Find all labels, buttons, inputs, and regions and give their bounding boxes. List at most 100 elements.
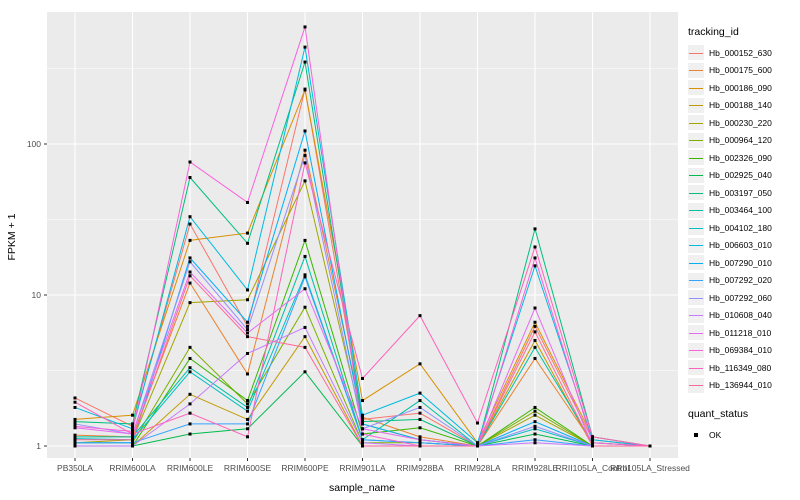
data-point xyxy=(131,435,134,439)
data-point xyxy=(533,405,537,409)
data-point xyxy=(533,306,537,310)
legend-item-label: Hb_010608_040 xyxy=(709,310,772,321)
x-axis-title: sample_name xyxy=(329,482,395,494)
x-tick-label: RRIM600PE xyxy=(281,463,329,473)
legend-line xyxy=(689,192,703,194)
legend-item-Hb_069384_010: Hb_069384_010 xyxy=(688,342,798,360)
legend-item-label: Hb_000152_630 xyxy=(709,47,772,58)
data-point xyxy=(246,422,249,426)
legend-line-swatch xyxy=(688,132,704,148)
data-point xyxy=(303,275,307,279)
data-point xyxy=(246,427,249,431)
data-point xyxy=(246,399,249,403)
legend-line-swatch xyxy=(688,360,704,376)
data-point xyxy=(418,411,422,415)
legend-line-swatch xyxy=(688,167,704,183)
legend-item-label: Hb_000186_090 xyxy=(709,82,772,93)
legend-line-swatch xyxy=(688,202,704,218)
legend-item-Hb_007292_020: Hb_007292_020 xyxy=(688,272,798,290)
data-point xyxy=(533,324,537,328)
data-point xyxy=(73,417,77,421)
legend: tracking_id Hb_000152_630 Hb_000175_600 Hb… xyxy=(688,26,798,444)
data-point xyxy=(533,427,537,431)
data-point xyxy=(303,325,307,329)
legend-item-label: Hb_003197_050 xyxy=(709,187,772,198)
data-point xyxy=(418,399,422,403)
legend-line xyxy=(689,385,703,387)
legend-line-swatch xyxy=(688,237,704,253)
data-point xyxy=(188,402,192,406)
data-point xyxy=(418,444,422,448)
data-point xyxy=(303,161,307,165)
data-point xyxy=(418,435,422,439)
data-point xyxy=(246,324,249,328)
legend-line-swatch xyxy=(688,150,704,166)
data-point xyxy=(533,227,537,231)
data-point xyxy=(361,399,364,403)
data-point xyxy=(533,432,537,436)
data-point xyxy=(246,320,249,324)
data-point xyxy=(648,444,652,448)
data-point xyxy=(303,238,307,242)
legend-item-label: Hb_002925_040 xyxy=(709,170,772,181)
legend-line-swatch xyxy=(688,307,704,323)
legend-item-Hb_000188_140: Hb_000188_140 xyxy=(688,97,798,115)
legend-line xyxy=(689,70,703,72)
legend-line xyxy=(689,140,703,142)
data-point xyxy=(303,129,307,133)
legend-item-Hb_000152_630: Hb_000152_630 xyxy=(688,44,798,62)
data-point xyxy=(303,148,307,152)
data-point xyxy=(246,435,249,439)
data-point xyxy=(533,409,537,413)
data-point xyxy=(188,422,192,426)
x-tick-label: RRIM600SE xyxy=(224,463,272,473)
data-point xyxy=(73,433,77,437)
data-point xyxy=(533,424,537,428)
legend-item-Hb_002925_040: Hb_002925_040 xyxy=(688,167,798,185)
data-point xyxy=(533,345,537,349)
x-tick-label: RRIM928LA xyxy=(454,463,501,473)
legend-line-swatch xyxy=(688,290,704,306)
data-point xyxy=(533,330,537,334)
data-point xyxy=(188,256,192,260)
x-tick-label: RRIM928BA xyxy=(396,463,444,473)
data-point xyxy=(303,273,307,277)
legend-line xyxy=(689,175,703,177)
legend-item-label: Hb_116349_080 xyxy=(709,362,772,373)
legend-item-label: Hb_007292_020 xyxy=(709,275,772,286)
data-point xyxy=(131,444,134,448)
data-point xyxy=(188,392,192,396)
legend-item-label: Hb_004102_180 xyxy=(709,222,772,233)
data-point xyxy=(188,260,192,264)
legend-line xyxy=(689,262,703,264)
legend-item-label: Hb_011218_010 xyxy=(709,327,772,338)
data-point xyxy=(303,179,307,183)
data-point xyxy=(361,438,364,442)
data-point xyxy=(361,432,364,436)
data-point xyxy=(303,45,307,49)
legend-item-Hb_007292_060: Hb_007292_060 xyxy=(688,289,798,307)
data-point xyxy=(361,415,364,419)
data-point xyxy=(188,281,192,285)
data-point xyxy=(188,370,192,374)
legend-point-swatch xyxy=(688,427,704,442)
data-point xyxy=(246,231,249,235)
x-tick-label: RRII105LA_Control xyxy=(556,463,630,473)
data-point xyxy=(533,245,537,249)
data-point xyxy=(361,444,364,448)
data-point xyxy=(246,335,249,339)
legend-line xyxy=(689,280,703,282)
data-point xyxy=(188,222,192,226)
data-point xyxy=(188,215,192,219)
data-point xyxy=(246,288,249,292)
data-point xyxy=(418,391,422,395)
data-point xyxy=(418,426,422,430)
data-point xyxy=(131,413,134,417)
data-point xyxy=(361,422,364,426)
legend-line-swatch xyxy=(688,115,704,131)
data-point xyxy=(303,370,307,374)
data-point xyxy=(591,435,594,439)
legend-item-quant-OK: OK xyxy=(688,426,798,444)
legend-item-Hb_003197_050: Hb_003197_050 xyxy=(688,184,798,202)
